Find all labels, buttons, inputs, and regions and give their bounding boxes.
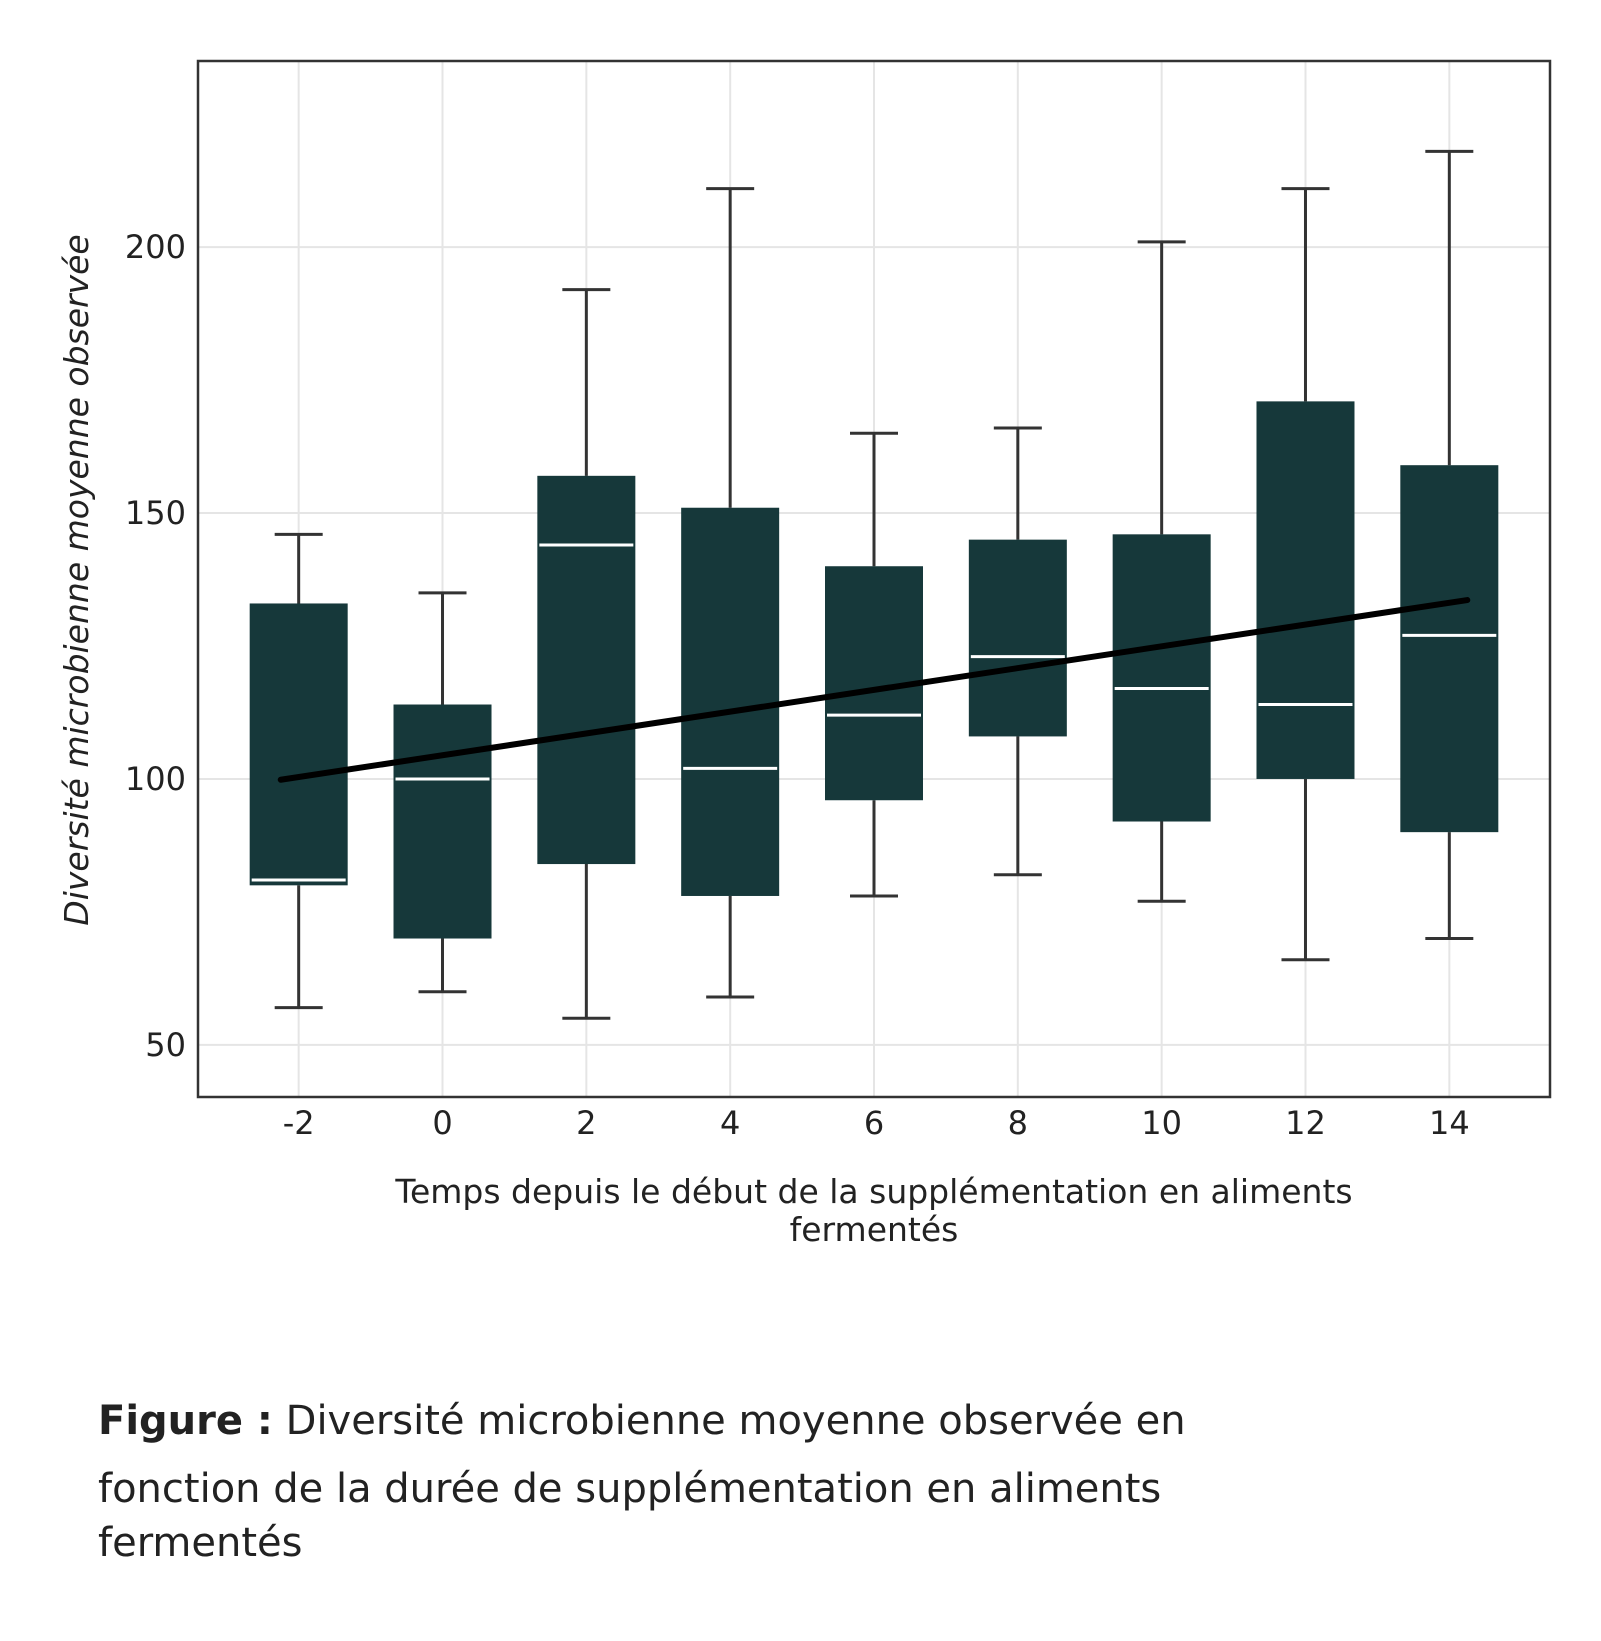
caption-line-3: fermentés: [98, 1520, 303, 1566]
boxes: [249, 401, 1499, 939]
box-iqr: [1112, 534, 1211, 822]
medians: [251, 543, 1497, 882]
regression-line: [277, 597, 1471, 783]
y-tick-label: 150: [125, 494, 186, 532]
x-tick-label: 14: [1429, 1104, 1470, 1142]
x-tick-label: -2: [283, 1104, 315, 1142]
box-iqr: [1256, 401, 1355, 779]
x-axis-title-line-2: fermentés: [790, 1210, 959, 1249]
caption-line-1: Figure : Diversité microbienne moyenne o…: [98, 1392, 1318, 1450]
caption-line-2: fonction de la durée de supplémentation …: [98, 1466, 1162, 1512]
x-tick-label: 4: [720, 1104, 740, 1142]
box-iqr: [968, 539, 1067, 737]
y-tick-label: 100: [125, 760, 186, 798]
y-tick-label: 50: [145, 1026, 186, 1064]
whiskers: [274, 149, 1474, 1020]
x-tick-label: 2: [576, 1104, 596, 1142]
box-iqr: [537, 475, 636, 865]
x-tick-label: 12: [1285, 1104, 1326, 1142]
x-tick-label: 10: [1141, 1104, 1182, 1142]
x-tick-label: 0: [432, 1104, 452, 1142]
x-tick-label: 8: [1008, 1104, 1028, 1142]
caption-text-1: Diversité microbienne moyenne observée e…: [285, 1398, 1186, 1444]
trend-line: [277, 597, 1471, 783]
box-iqr: [681, 507, 780, 896]
x-tick-label: 6: [864, 1104, 884, 1142]
boxplot-chart: -2 0 2 4 6 8 10 12 14 50 100 150 200 Temps depuis l…: [57, 59, 1552, 1249]
x-axis-title-line-1: Temps depuis le début de la supplémentat…: [394, 1172, 1352, 1211]
y-tick-labels: 50 100 150 200: [125, 228, 186, 1064]
box-iqr: [249, 603, 348, 886]
panel-border: [196, 59, 1552, 1099]
box-iqr: [393, 704, 492, 939]
y-axis-title: Diversité microbienne moyenne observée: [57, 234, 96, 925]
figure-caption: Figure : Diversité microbienne moyenne o…: [98, 1392, 1318, 1572]
box-iqr: [1400, 465, 1499, 833]
x-tick-labels: -2 0 2 4 6 8 10 12 14: [283, 1104, 1470, 1142]
y-tick-label: 200: [125, 228, 186, 266]
caption-label: Figure :: [98, 1398, 273, 1444]
